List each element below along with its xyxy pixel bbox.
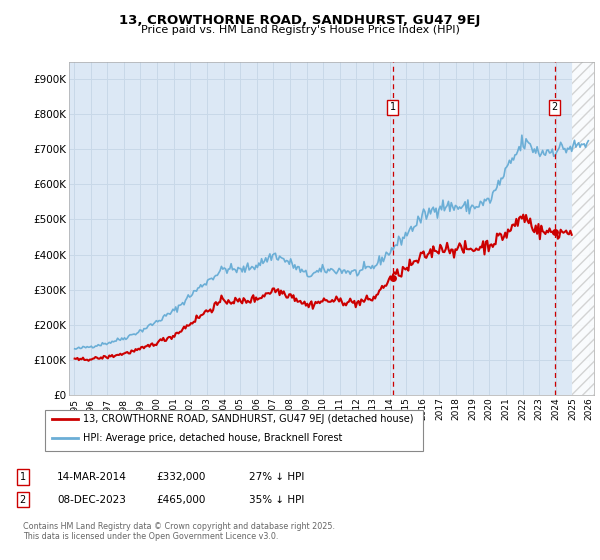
Text: 27% ↓ HPI: 27% ↓ HPI — [249, 472, 304, 482]
Text: 14-MAR-2014: 14-MAR-2014 — [57, 472, 127, 482]
Text: HPI: Average price, detached house, Bracknell Forest: HPI: Average price, detached house, Brac… — [83, 433, 342, 443]
Text: 1: 1 — [20, 472, 26, 482]
Text: 35% ↓ HPI: 35% ↓ HPI — [249, 494, 304, 505]
Text: Contains HM Land Registry data © Crown copyright and database right 2025.
This d: Contains HM Land Registry data © Crown c… — [23, 522, 335, 542]
Text: £465,000: £465,000 — [156, 494, 205, 505]
Text: 13, CROWTHORNE ROAD, SANDHURST, GU47 9EJ: 13, CROWTHORNE ROAD, SANDHURST, GU47 9EJ — [119, 14, 481, 27]
Text: 1: 1 — [390, 102, 396, 112]
Text: 2: 2 — [551, 102, 558, 112]
Text: £332,000: £332,000 — [156, 472, 205, 482]
Bar — [393, 62, 594, 395]
Text: 2: 2 — [20, 494, 26, 505]
Text: 13, CROWTHORNE ROAD, SANDHURST, GU47 9EJ (detached house): 13, CROWTHORNE ROAD, SANDHURST, GU47 9EJ… — [83, 414, 413, 424]
Text: 08-DEC-2023: 08-DEC-2023 — [57, 494, 126, 505]
Text: Price paid vs. HM Land Registry's House Price Index (HPI): Price paid vs. HM Land Registry's House … — [140, 25, 460, 35]
